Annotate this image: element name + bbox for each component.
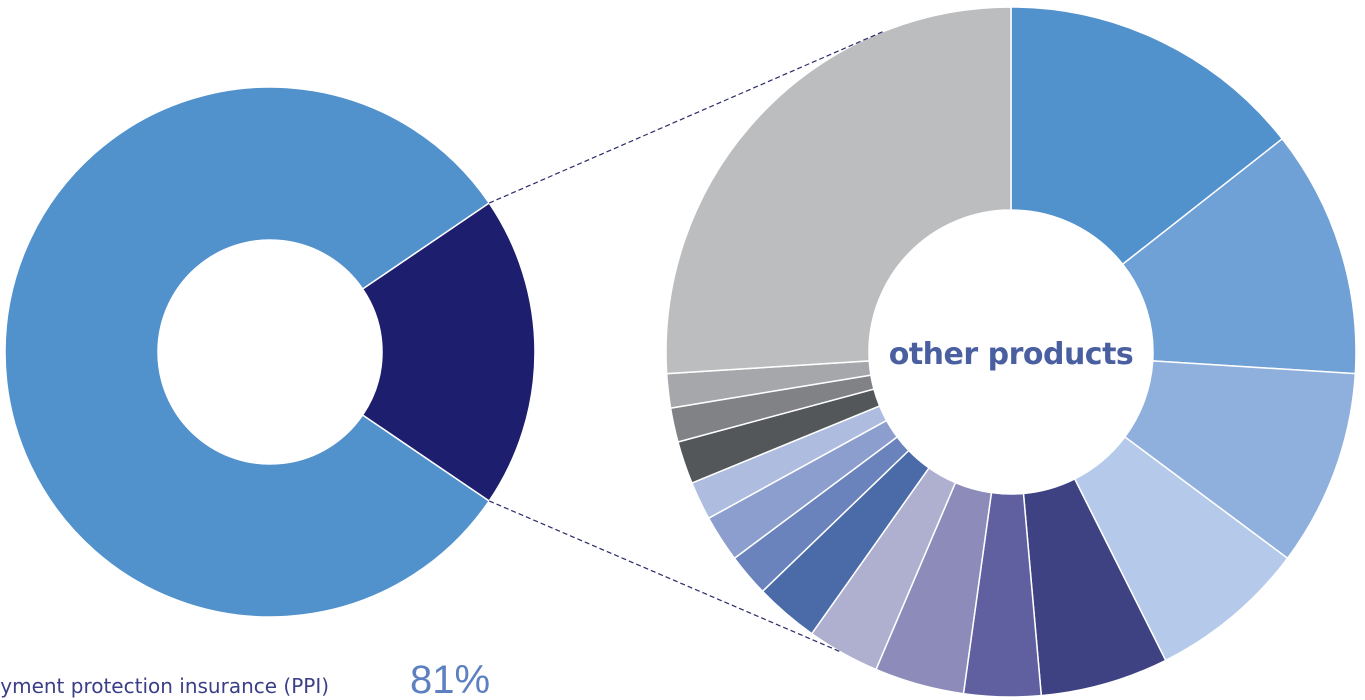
other-products-donut-slice-2 <box>1121 137 1357 375</box>
main-donut-slice-1 <box>4 86 491 618</box>
other-products-donut-slice-16 <box>665 6 1012 375</box>
other-products-center-label: other products <box>889 337 1134 372</box>
ppi-label: ayment protection insurance (PPI) <box>0 674 329 698</box>
main-donut <box>4 86 536 618</box>
main-donut-slice-2 <box>361 202 536 502</box>
other-products-donut <box>665 6 1357 698</box>
ppi-value: 81% <box>410 658 490 700</box>
other-products-donut-slice-1 <box>1010 6 1284 266</box>
